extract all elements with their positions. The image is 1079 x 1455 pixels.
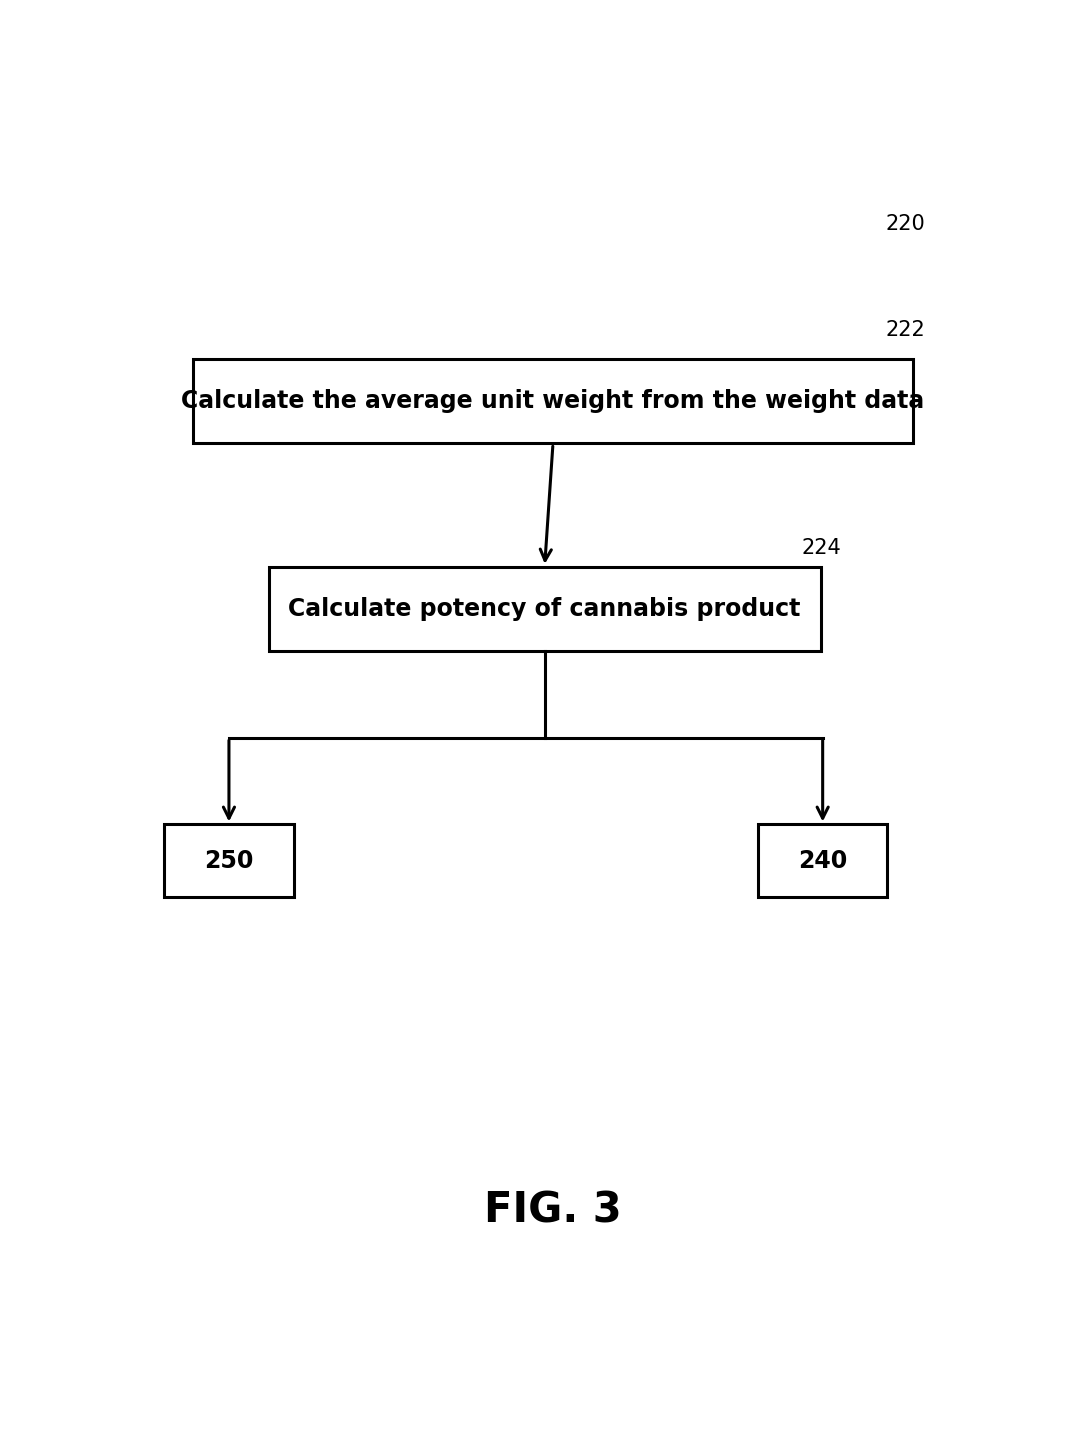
Text: 222: 222: [886, 320, 925, 340]
Text: Calculate potency of cannabis product: Calculate potency of cannabis product: [288, 597, 801, 621]
Text: 220: 220: [886, 214, 925, 234]
Text: 250: 250: [204, 848, 254, 873]
FancyBboxPatch shape: [193, 359, 913, 444]
Text: FIG. 3: FIG. 3: [484, 1190, 622, 1232]
Text: 224: 224: [802, 538, 842, 557]
Text: 240: 240: [798, 848, 847, 873]
FancyBboxPatch shape: [757, 825, 888, 898]
Text: Calculate the average unit weight from the weight data: Calculate the average unit weight from t…: [181, 390, 925, 413]
FancyBboxPatch shape: [164, 825, 293, 898]
FancyBboxPatch shape: [269, 566, 821, 650]
